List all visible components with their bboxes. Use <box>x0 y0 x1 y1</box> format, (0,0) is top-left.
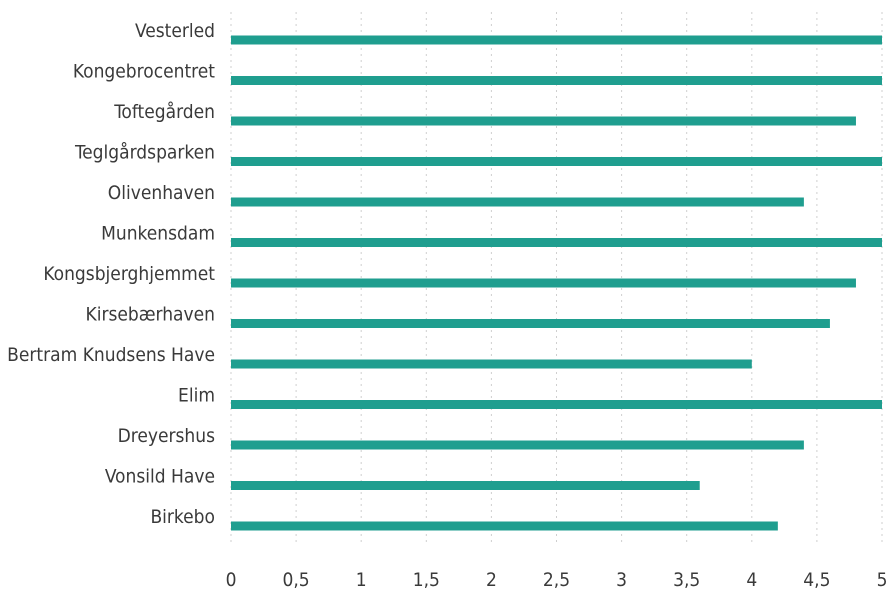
x-tick-label: 3 <box>616 569 627 591</box>
bar <box>231 238 882 247</box>
category-label: Elim <box>178 385 215 407</box>
bar <box>231 521 778 531</box>
category-label: Kongsbjerghjemmet <box>43 263 215 285</box>
category-label: Kongebrocentret <box>73 61 215 83</box>
bar <box>231 116 856 126</box>
x-tick-label: 0,5 <box>283 569 310 591</box>
bar <box>231 35 882 45</box>
category-label: Teglgårdsparken <box>74 141 215 164</box>
bar <box>231 319 830 328</box>
category-label: Vonsild Have <box>105 466 215 488</box>
bar <box>231 481 700 490</box>
x-tick-label: 1,5 <box>413 569 440 591</box>
x-tick-label: 5 <box>877 569 888 591</box>
bar <box>231 400 882 409</box>
bar <box>231 440 804 450</box>
x-tick-label: 1 <box>356 569 367 591</box>
bar <box>231 157 882 166</box>
gridlines <box>230 12 883 545</box>
bars <box>231 35 882 531</box>
x-axis-tick-labels: 0 0,5 1 1,5 2 2,5 3 3,5 4 4,5 5 <box>226 569 888 591</box>
bar <box>231 197 804 207</box>
category-label: Munkensdam <box>101 223 215 245</box>
category-label: Olivenhaven <box>108 182 215 204</box>
category-label: Dreyershus <box>118 425 216 447</box>
bar <box>231 359 752 369</box>
bar <box>231 76 882 85</box>
bar <box>231 278 856 288</box>
category-label: Vesterled <box>135 20 215 42</box>
category-label: Bertram Knudsens Have <box>7 344 215 366</box>
x-tick-label: 2,5 <box>543 569 570 591</box>
category-label: Kirsebærhaven <box>85 304 215 326</box>
category-label: Birkebo <box>150 506 215 528</box>
x-tick-label: 3,5 <box>673 569 700 591</box>
x-tick-label: 4,5 <box>803 569 830 591</box>
category-label: Toftegården <box>113 100 215 123</box>
x-tick-label: 2 <box>486 569 497 591</box>
x-tick-label: 0 <box>226 569 237 591</box>
x-tick-label: 4 <box>746 569 757 591</box>
category-labels: Vesterled Kongebrocentret Toftegården Teglg… <box>7 20 215 528</box>
